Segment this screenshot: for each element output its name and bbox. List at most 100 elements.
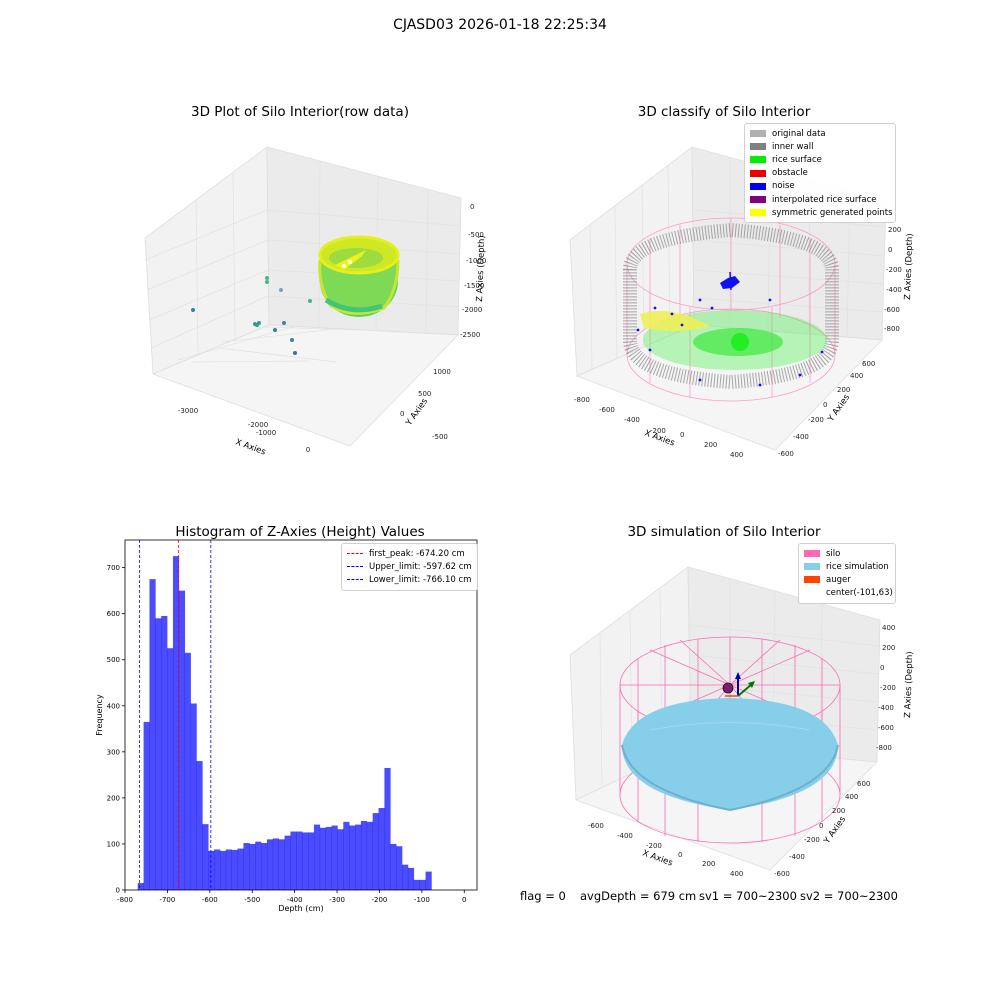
histogram-bar <box>343 821 350 890</box>
legend-item-inner-wall: inner wall <box>750 140 890 153</box>
plot4-ytick: -600 <box>774 870 790 878</box>
histogram-bar <box>396 846 403 890</box>
legend-swatch <box>804 590 820 597</box>
plot2-xtick: -800 <box>574 396 590 404</box>
histogram-bar <box>319 827 326 890</box>
plot1-ytick: -500 <box>432 433 448 441</box>
plot4-ytick: 400 <box>845 793 858 801</box>
legend-swatch <box>804 563 820 571</box>
histogram-bar <box>407 867 415 890</box>
histogram-xtick-label: -200 <box>372 896 388 904</box>
plot1-grid <box>144 160 462 363</box>
histogram-bar <box>167 648 174 890</box>
histogram-title: Histogram of Z-Axies (Height) Values <box>175 524 425 540</box>
histogram-bar <box>272 838 279 890</box>
histogram-ytick-label: 0 <box>116 887 120 895</box>
histogram-bar <box>378 808 385 890</box>
histogram-bar <box>402 864 409 890</box>
legend-swatch <box>750 209 766 217</box>
plot4-rice-simulation <box>621 698 839 812</box>
plot1-z-tick-labels: 0 -500 -1000 -1500 -2000 -2500 <box>460 203 486 339</box>
plot4-ztick: -600 <box>878 724 894 732</box>
histogram-bar <box>149 579 156 890</box>
status-flag: flag = 0 <box>520 889 566 903</box>
histogram-ytick-label: 400 <box>107 702 120 710</box>
legend-swatch <box>804 576 820 584</box>
plot4-xtick: -600 <box>588 822 604 830</box>
plot1-xtick: -2000 <box>248 421 268 429</box>
legend-item-symmetric-points: symmetric generated points <box>750 206 893 219</box>
plot2-xtick: -200 <box>650 427 666 435</box>
plot1-ztick: -1500 <box>464 282 484 290</box>
histogram-bar <box>155 618 162 890</box>
legend-label: silo <box>826 548 841 559</box>
legend-label: rice simulation <box>826 561 889 572</box>
histogram-bar <box>360 820 368 890</box>
histogram-legend: first_peak: -674.20 cm Upper_limit: -597… <box>341 543 478 591</box>
legend-item-rice-simulation: rice simulation <box>804 560 890 573</box>
legend-swatch <box>804 550 820 558</box>
plot2-ytick: -600 <box>778 450 794 458</box>
legend-item-first-peak: first_peak: -674.20 cm <box>347 547 472 560</box>
plot4-ztick: 200 <box>882 644 895 652</box>
plot2-ytick: 600 <box>862 360 875 368</box>
plot4-xtick: -400 <box>617 832 633 840</box>
plot4-ztick: -200 <box>880 684 896 692</box>
plot2-ytick: 0 <box>823 401 827 409</box>
histogram-chart: -800 -700 -600 -500 -400 -300 -200 -100 0 0 100 20… <box>95 539 478 913</box>
histogram-bar <box>243 843 250 890</box>
histogram-bar <box>284 835 291 890</box>
histogram-bars <box>137 556 432 890</box>
plot2-noise <box>636 271 824 387</box>
histogram-bar <box>296 831 303 890</box>
plot1-zlabel: Z Axies (Depth) <box>475 235 487 302</box>
histogram-bar <box>143 721 150 890</box>
legend-line <box>347 566 363 568</box>
histogram-vlines <box>138 540 212 890</box>
plot1-ztick: -2500 <box>460 331 480 339</box>
plot2-xtick: 400 <box>730 451 743 459</box>
plot4-ytick: 0 <box>819 822 823 830</box>
histogram-bar <box>384 767 391 890</box>
figure-title: CJASD03 2026-01-18 22:25:34 <box>393 17 607 33</box>
plot4-xlabel: X Axies <box>641 848 674 868</box>
plot1-x-tick-labels: -3000 -2000 -1000 0 <box>178 407 310 454</box>
histogram-xtick-label: -300 <box>329 896 345 904</box>
plot4-x-tick-labels: -600 -400 -200 0 200 400 <box>588 822 743 878</box>
plot4-xtick: -200 <box>646 842 662 850</box>
legend-item-auger: auger <box>804 573 890 586</box>
legend-label: auger <box>826 574 851 585</box>
histogram-xtick-label: -400 <box>287 896 303 904</box>
histogram-bar <box>349 825 356 890</box>
legend-item-upper-limit: Upper_limit: -597.62 cm <box>347 560 472 573</box>
legend-label: interpolated rice surface <box>772 194 877 205</box>
plot2-floor <box>575 324 883 451</box>
plot2-xtick: 0 <box>680 431 684 439</box>
histogram-bar <box>413 879 420 890</box>
histogram-bar <box>184 652 191 890</box>
plot1-ztick: -1000 <box>466 257 486 265</box>
histogram-frame <box>124 539 478 891</box>
histogram-bar <box>237 848 244 890</box>
histogram-bar <box>208 850 215 890</box>
histogram-xtick-label: 0 <box>462 896 466 904</box>
plot1-point-cloud <box>318 235 400 317</box>
plot1-title: 3D Plot of Silo Interior(row data) <box>191 104 409 120</box>
histogram-bar <box>196 761 203 890</box>
plot2-ztick: -600 <box>884 306 900 314</box>
histogram-xtick-label: -500 <box>244 896 260 904</box>
plot4-legend: silo rice simulation auger center(-101,6… <box>798 543 896 604</box>
plot2-ytick: 200 <box>837 386 850 394</box>
plot4-title: 3D simulation of Silo Interior <box>627 524 821 540</box>
legend-item-silo: silo <box>804 547 890 560</box>
legend-label: noise <box>772 181 795 192</box>
histogram-y-ticks: 0 100 200 300 400 500 600 700 <box>107 564 125 895</box>
histogram-xlabel: Depth (cm) <box>278 904 323 913</box>
plot2-xtick: 200 <box>704 441 717 449</box>
plot2-z-tick-labels: 200 0 -200 -400 -600 -800 <box>884 226 902 333</box>
plot4-z-tick-labels: 400 200 0 -200 -400 -600 -800 <box>876 624 896 752</box>
plot2-xtick: -400 <box>624 416 640 424</box>
legend-item-center: center(-101,63) <box>804 587 893 600</box>
legend-swatch <box>750 130 766 138</box>
histogram-x-ticks: -800 -700 -600 -500 -400 -300 -200 -100 0 <box>117 890 467 904</box>
